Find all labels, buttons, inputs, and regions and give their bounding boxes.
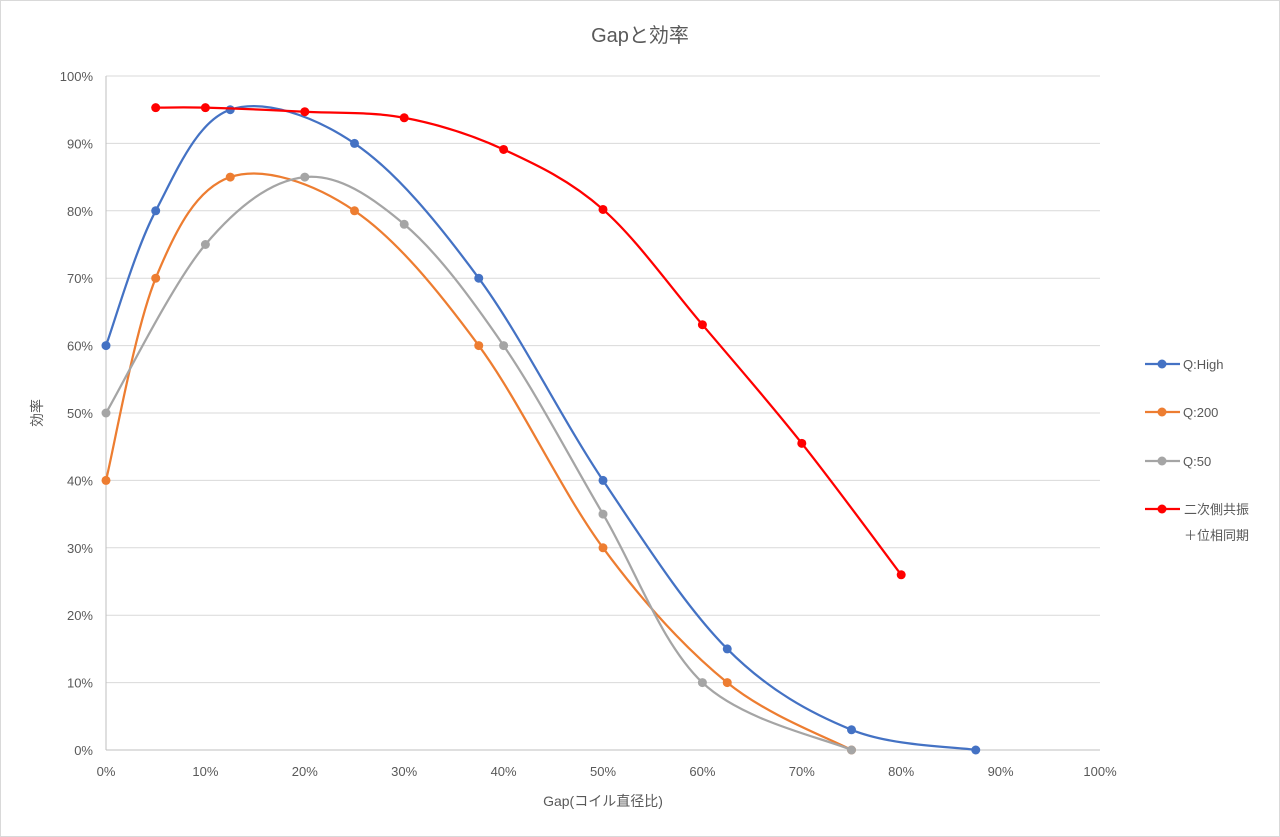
series-layer — [101, 103, 981, 755]
svg-text:＋位相同期: ＋位相同期 — [1184, 528, 1249, 543]
data-point-marker[interactable] — [847, 725, 856, 735]
data-point-marker[interactable] — [598, 475, 608, 485]
data-point-marker[interactable] — [300, 172, 310, 182]
legend-marker-icon — [1157, 504, 1167, 514]
x-tick-label: 0% — [97, 764, 116, 779]
x-tick-label: 20% — [292, 764, 318, 779]
legend-marker-icon — [1157, 456, 1167, 466]
svg-text:Q:50: Q:50 — [1183, 454, 1211, 469]
x-tick-label: 100% — [1083, 764, 1117, 779]
y-tick-label: 20% — [67, 608, 93, 623]
series-2[interactable] — [101, 172, 857, 755]
series-3[interactable] — [151, 103, 906, 580]
data-point-marker[interactable] — [151, 273, 161, 283]
x-tick-label: 50% — [590, 764, 616, 779]
data-point-marker[interactable] — [225, 105, 235, 115]
legend-item-secondary-resonance[interactable]: 二次側共振 ＋位相同期 — [1145, 502, 1249, 543]
data-point-marker[interactable] — [598, 509, 608, 519]
data-point-marker[interactable] — [350, 138, 359, 148]
series-0[interactable] — [101, 105, 981, 755]
legend-item-q-200[interactable]: Q:200 — [1145, 405, 1218, 420]
data-point-marker[interactable] — [722, 678, 732, 688]
y-tick-label: 0% — [74, 743, 93, 758]
data-point-marker[interactable] — [697, 320, 707, 330]
x-tick-label: 10% — [192, 764, 218, 779]
y-tick-label: 60% — [67, 339, 93, 354]
y-tick-label: 80% — [67, 204, 93, 219]
data-point-marker[interactable] — [300, 107, 310, 117]
legend: Q:High Q:200 Q:50 二次側共振 ＋位相同期 — [1145, 357, 1249, 543]
series-1[interactable] — [101, 172, 857, 755]
x-tick-label: 30% — [391, 764, 417, 779]
data-point-marker[interactable] — [200, 240, 210, 249]
data-point-marker[interactable] — [474, 273, 484, 283]
data-point-marker[interactable] — [797, 438, 807, 448]
x-tick-label: 70% — [789, 764, 815, 779]
data-point-marker[interactable] — [598, 543, 608, 553]
data-point-marker[interactable] — [101, 408, 111, 418]
legend-marker-icon — [1157, 359, 1167, 369]
chart-title: Gapと効率 — [591, 24, 689, 47]
y-axis-ticks: 0% 10% 20% 30% 40% 50% 60% 70% 80% 90% 100% — [60, 69, 94, 758]
data-point-marker[interactable] — [151, 103, 161, 113]
data-point-marker[interactable] — [896, 570, 906, 580]
y-tick-label: 40% — [67, 473, 93, 488]
y-tick-label: 50% — [67, 406, 93, 421]
data-point-marker[interactable] — [722, 644, 732, 654]
y-tick-label: 30% — [67, 541, 93, 556]
legend-item-q-50[interactable]: Q:50 — [1145, 454, 1211, 469]
data-point-marker[interactable] — [399, 113, 409, 123]
x-axis-title: Gap(コイル直径比) — [543, 793, 663, 809]
svg-text:二次側共振: 二次側共振 — [1184, 502, 1249, 517]
svg-text:Q:200: Q:200 — [1183, 405, 1218, 420]
data-point-marker[interactable] — [847, 745, 856, 755]
data-point-marker[interactable] — [697, 678, 707, 688]
x-tick-label: 80% — [888, 764, 914, 779]
data-point-marker[interactable] — [971, 745, 981, 755]
data-point-marker[interactable] — [350, 206, 359, 216]
data-point-marker[interactable] — [101, 341, 111, 351]
x-tick-label: 90% — [988, 764, 1014, 779]
data-point-marker[interactable] — [225, 172, 235, 182]
data-point-marker[interactable] — [101, 475, 111, 485]
y-axis-title: 効率 — [29, 399, 45, 427]
x-axis-ticks: 0% 10% 20% 30% 40% 50% 60% 70% 80% 90% 100% — [97, 764, 1117, 779]
legend-marker-icon — [1157, 407, 1167, 417]
x-tick-label: 60% — [689, 764, 715, 779]
data-point-marker[interactable] — [499, 341, 509, 351]
y-tick-label: 90% — [67, 136, 93, 151]
data-point-marker[interactable] — [474, 341, 484, 351]
x-tick-label: 40% — [491, 764, 517, 779]
data-point-marker[interactable] — [151, 206, 161, 216]
data-point-marker[interactable] — [598, 204, 608, 214]
y-tick-label: 100% — [60, 69, 94, 84]
legend-item-q-high[interactable]: Q:High — [1145, 357, 1223, 372]
data-point-marker[interactable] — [200, 103, 210, 113]
y-tick-label: 70% — [67, 271, 93, 286]
data-point-marker[interactable] — [499, 144, 509, 154]
svg-text:Q:High: Q:High — [1183, 357, 1223, 372]
y-tick-label: 10% — [67, 676, 93, 691]
gridlines — [106, 75, 1100, 684]
data-point-marker[interactable] — [399, 219, 409, 229]
